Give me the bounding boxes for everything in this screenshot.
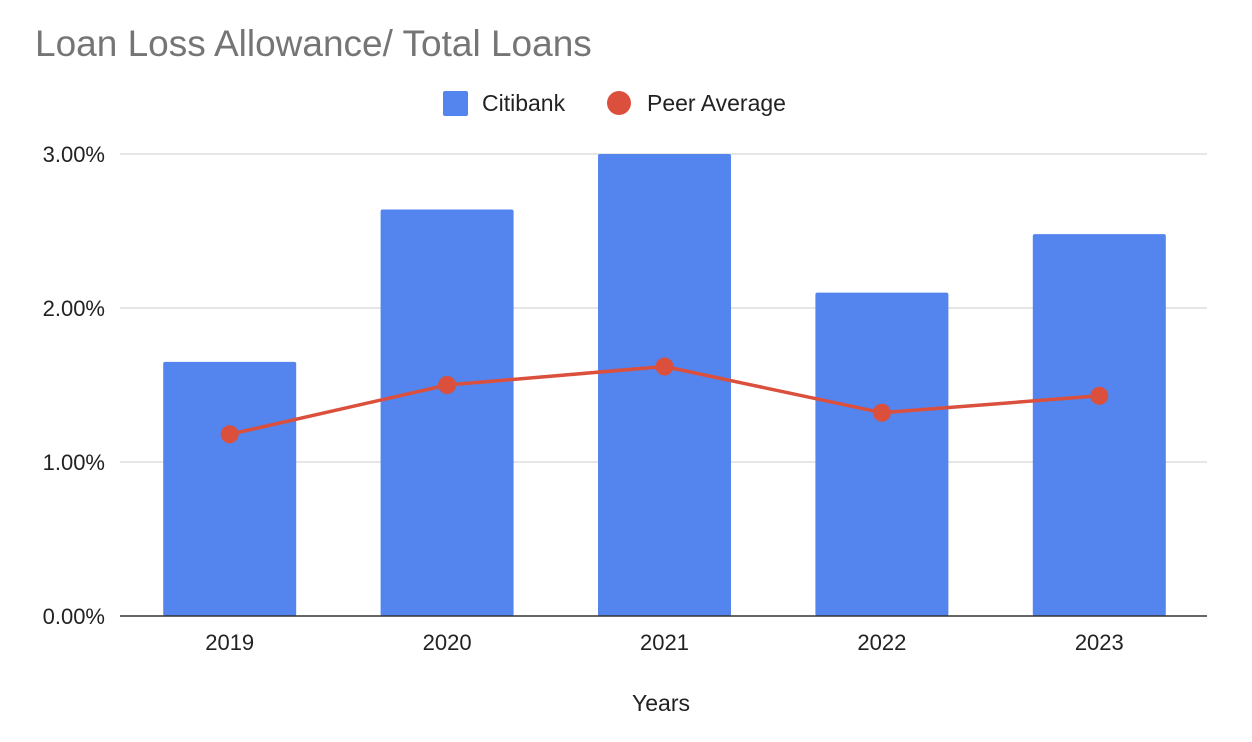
legend-swatch-citibank [443, 91, 468, 116]
x-tick-label: 2022 [857, 630, 906, 655]
x-tick-label: 2020 [423, 630, 472, 655]
bar-citibank-2019[interactable] [163, 361, 297, 616]
legend-label-peer-average: Peer Average [647, 90, 786, 116]
y-tick-label: 0.00% [43, 604, 105, 629]
legend-label-citibank: Citibank [482, 90, 566, 116]
y-tick-label: 1.00% [43, 450, 105, 475]
x-tick-label: 2023 [1075, 630, 1124, 655]
legend-item-citibank[interactable]: Citibank [443, 90, 566, 116]
x-tick-label: 2021 [640, 630, 689, 655]
x-tick-label: 2019 [205, 630, 254, 655]
bar-citibank-2020[interactable] [380, 209, 514, 616]
legend-marker-peer-average [607, 91, 631, 115]
bar-citibank-2023[interactable] [1032, 234, 1166, 616]
point-peer-average-2020[interactable] [438, 376, 457, 394]
chart-title: Loan Loss Allowance/ Total Loans [35, 23, 592, 64]
x-axis-title: Years [632, 690, 690, 716]
point-peer-average-2021[interactable] [655, 357, 674, 376]
bar-citibank-2022[interactable] [815, 292, 949, 616]
citibank-bars [163, 154, 1166, 616]
y-tick-label: 3.00% [43, 142, 105, 167]
bar-citibank-2021[interactable] [598, 154, 731, 616]
point-peer-average-2019[interactable] [220, 425, 239, 444]
peer-average-line [220, 357, 1109, 444]
y-axis-tick-labels: 0.00% 1.00% 2.00% 3.00% [43, 142, 105, 629]
y-tick-label: 2.00% [43, 296, 105, 321]
x-axis-tick-labels: 2019 2020 2021 2022 2023 [205, 630, 1124, 655]
point-peer-average-2023[interactable] [1090, 386, 1109, 405]
legend: Citibank Peer Average [443, 90, 786, 116]
legend-item-peer-average[interactable]: Peer Average [607, 90, 786, 116]
point-peer-average-2022[interactable] [872, 403, 891, 422]
